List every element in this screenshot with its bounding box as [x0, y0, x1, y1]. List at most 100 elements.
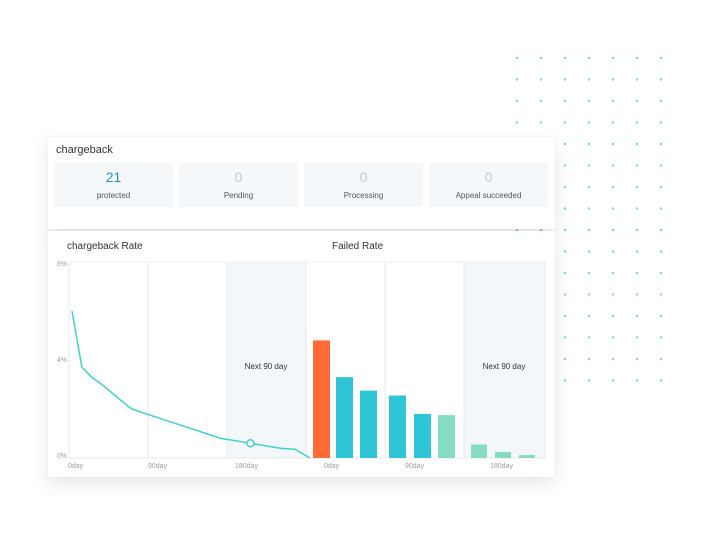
decorative-dot [587, 314, 591, 318]
decorative-dot [587, 250, 591, 253]
decorative-dot [587, 121, 591, 124]
chargeback-rate-title: chargeback Rate [67, 241, 143, 252]
decorative-dot [611, 271, 615, 275]
decorative-dot [611, 56, 615, 60]
stat-protected-label: protected [96, 191, 131, 200]
chargeback-rate-line [71, 310, 311, 459]
failed-rate-bar [336, 377, 353, 458]
decorative-dot [539, 56, 543, 60]
decorative-dot [659, 207, 663, 210]
decorative-dot [587, 271, 591, 275]
decorative-dot [659, 121, 663, 124]
decorative-dot [659, 250, 663, 253]
decorative-dot [635, 228, 639, 232]
decorative-dot [635, 207, 639, 210]
rates-chart-card: chargeback Rate Failed Rate 8% 4% 0% 0day 90… [48, 231, 555, 477]
decorative-dot [635, 250, 639, 253]
x-tick-label-chargeback: 0day [68, 463, 84, 470]
stat-appeal-succeeded-value: 0 [484, 169, 493, 185]
decorative-dot [635, 185, 639, 189]
decorative-dot [563, 142, 567, 146]
decorative-dot [611, 142, 615, 146]
decorative-dot [587, 185, 591, 189]
decorative-dot [563, 56, 567, 60]
decorative-dot [635, 336, 639, 339]
stat-pending-value: 0 [234, 169, 243, 185]
decorative-dot [587, 56, 591, 60]
decorative-dot [611, 293, 615, 296]
decorative-dot [563, 379, 567, 382]
decorative-dot [659, 99, 663, 103]
stat-processing[interactable]: 0 Processing [304, 163, 423, 207]
stat-appeal-succeeded[interactable]: 0 Appeal succeeded [429, 163, 548, 207]
failed-rate-bar [519, 455, 535, 458]
decorative-dot [659, 164, 663, 167]
failed-rate-title: Failed Rate [332, 241, 384, 252]
decorative-dot [587, 78, 591, 81]
x-tick-label-failed: 90day [405, 463, 425, 470]
decorative-dot [587, 357, 591, 361]
decorative-dot [611, 357, 615, 361]
decorative-dot [587, 336, 591, 339]
decorative-dot [635, 56, 639, 60]
decorative-dot [563, 293, 567, 296]
stat-processing-value: 0 [359, 169, 368, 185]
chargeback-rate-marker [246, 439, 255, 448]
decorative-dot [563, 121, 567, 124]
stat-pending[interactable]: 0 Pending [179, 163, 298, 207]
decorative-dot [635, 357, 639, 361]
decorative-dot [635, 271, 639, 275]
projection-region-failed [464, 262, 545, 458]
decorative-dot [635, 293, 639, 296]
decorative-dot [659, 142, 663, 146]
decorative-dot [539, 78, 543, 81]
decorative-dot [515, 99, 519, 103]
failed-rate-bar [414, 413, 431, 458]
decorative-dot [635, 314, 639, 318]
decorative-dot [659, 336, 663, 339]
failed-rate-bar [313, 340, 330, 458]
decorative-dot [563, 228, 567, 232]
decorative-dot [587, 142, 591, 146]
decorative-dot [587, 293, 591, 296]
decorative-dot [611, 164, 615, 167]
decorative-dot [659, 56, 663, 60]
decorative-dot [587, 228, 591, 232]
decorative-dot [659, 379, 663, 382]
decorative-dot [659, 314, 663, 318]
rates-chart: 8%4%0%0day 90day 180day 0day 90day 180dayNext… [57, 261, 546, 470]
decorative-dot [563, 164, 567, 167]
decorative-dot [611, 185, 615, 189]
decorative-dot [611, 336, 615, 339]
projection-label-chargeback: Next 90 day [245, 362, 288, 371]
decorative-dot [587, 99, 591, 103]
decorative-dot [587, 379, 591, 382]
decorative-dot [659, 228, 663, 232]
x-tick-label-failed: 0day [324, 463, 340, 470]
decorative-dot [539, 121, 543, 124]
decorative-dot [635, 121, 639, 124]
decorative-dot [515, 78, 519, 81]
decorative-dot [563, 314, 567, 318]
decorative-dot [659, 185, 663, 189]
decorative-dot [563, 357, 567, 361]
summary-title: chargeback [56, 144, 113, 156]
decorative-dot [635, 99, 639, 103]
decorative-dot [635, 164, 639, 167]
decorative-dot [635, 142, 639, 146]
decorative-dot [587, 164, 591, 167]
decorative-dot [563, 78, 567, 81]
decorative-dot [563, 336, 567, 339]
decorative-dot [563, 250, 567, 253]
y-tick-label: 8% [57, 261, 67, 268]
stat-processing-label: Processing [343, 191, 384, 200]
decorative-dot [611, 379, 615, 382]
decorative-dot [563, 185, 567, 189]
y-tick-label: 4% [57, 357, 67, 364]
decorative-dot [611, 99, 615, 103]
decorative-dot [515, 56, 519, 60]
stat-appeal-succeeded-label: Appeal succeeded [455, 191, 522, 200]
decorative-dot [659, 357, 663, 361]
stat-protected[interactable]: 21 protected [54, 163, 173, 207]
decorative-dot [563, 99, 567, 103]
